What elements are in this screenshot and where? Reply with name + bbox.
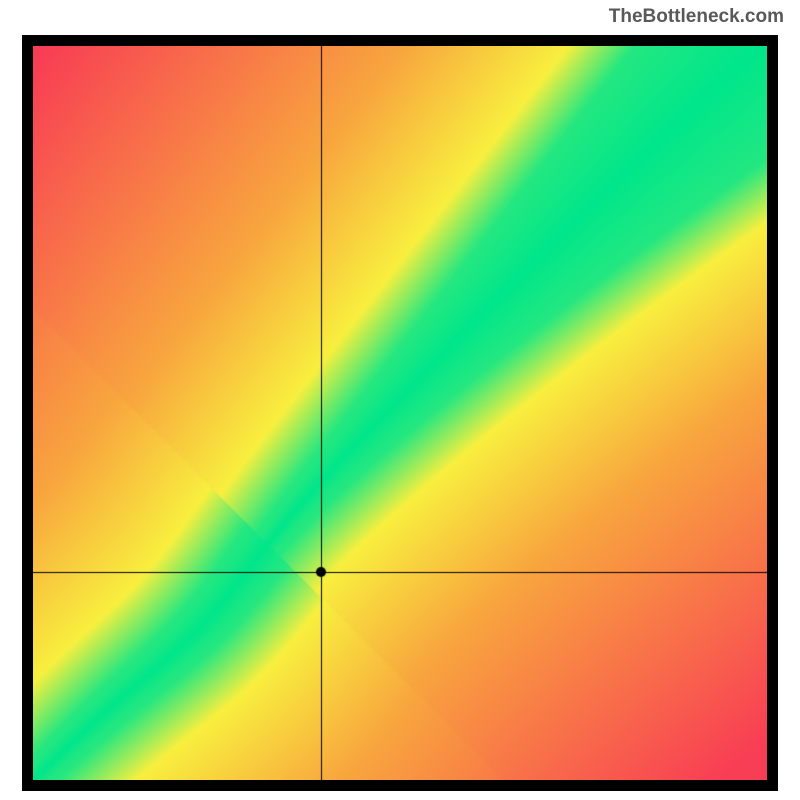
attribution-text: TheBottleneck.com (609, 6, 784, 28)
image-container: TheBottleneck.com (0, 0, 800, 800)
plot-frame (22, 35, 778, 791)
heatmap-canvas (33, 46, 767, 780)
